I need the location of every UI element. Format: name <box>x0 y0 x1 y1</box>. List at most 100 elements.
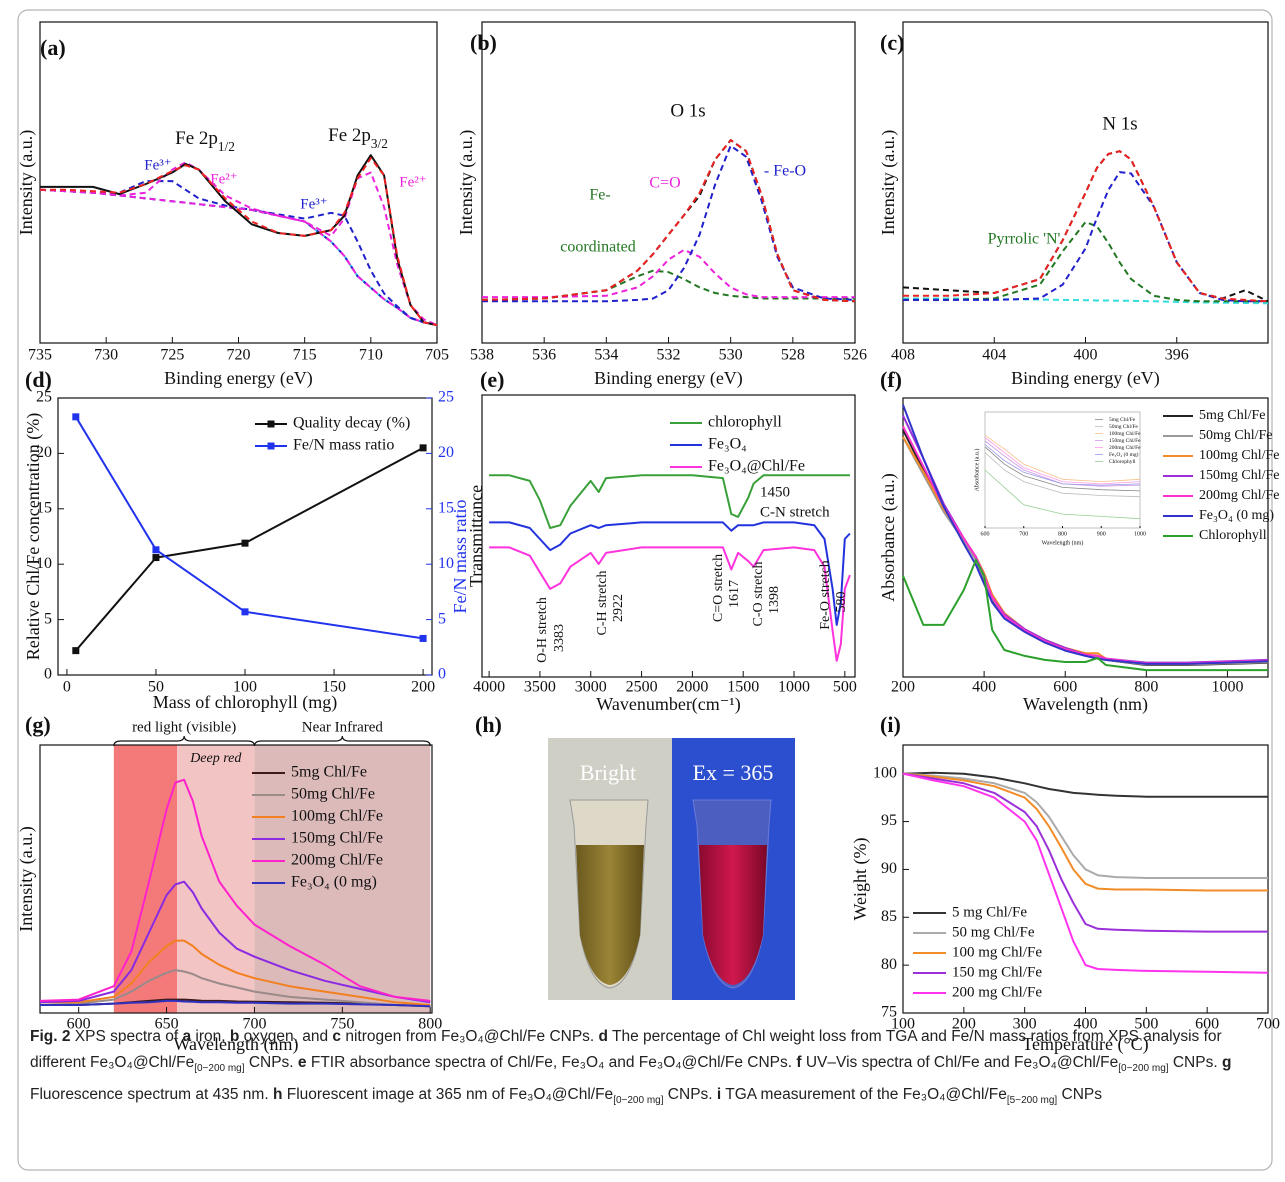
point <box>72 647 80 655</box>
series-line <box>984 446 1141 492</box>
y-axis-label: Intensity (a.u.) <box>878 130 899 235</box>
x-tick-label: 538 <box>470 347 494 364</box>
caption-run: XPS spectra of <box>70 1028 183 1045</box>
y-axis-label: Intensity (a.u.) <box>16 130 37 235</box>
y2-tick-label: 10 <box>438 555 454 572</box>
legend-label: 100mg Chl/Fe <box>291 808 383 825</box>
annotation: Pyrrolic 'N' <box>988 231 1061 248</box>
caption-run: c <box>332 1028 342 1045</box>
y-tick-label: 100 <box>873 764 897 781</box>
series-line <box>984 440 1141 487</box>
series-line <box>984 452 1141 498</box>
band-label: Deep red <box>189 751 242 766</box>
x-tick-label: 0 <box>63 679 71 696</box>
legend-label: chlorophyll <box>708 414 782 431</box>
legend-label: Fe₃O₄ (0 mg) <box>1109 451 1139 458</box>
caption-run: The percentage of Chl weight loss from T… <box>30 1028 1222 1071</box>
x-tick-label: 735 <box>28 347 52 364</box>
caption-run: g <box>1221 1054 1232 1071</box>
x-tick-label: 720 <box>227 347 251 364</box>
annotation: Fe³⁺ <box>300 196 327 212</box>
legend-label: 150mg Chl/Fe <box>1109 438 1141 444</box>
series-line <box>489 521 851 626</box>
series-line <box>902 558 1268 672</box>
legend-label: 5mg Chl/Fe <box>291 764 367 781</box>
series-line <box>984 437 1141 485</box>
series-line <box>489 546 851 662</box>
annotation: 1450 <box>760 484 790 500</box>
x-axis-label: Binding energy (eV) <box>594 368 743 389</box>
legend-label: 200mg Chl/Fe <box>1109 445 1141 451</box>
series-line <box>40 157 438 327</box>
x-tick-label: 600 <box>1053 679 1077 696</box>
series-line <box>984 469 1141 520</box>
x-tick-label: 600 <box>981 531 990 537</box>
caption-run: CNPs. <box>244 1054 298 1071</box>
y2-tick-label: 25 <box>438 389 454 406</box>
x-tick-label: 536 <box>532 347 556 364</box>
x-tick-label: 800 <box>418 1016 442 1033</box>
legend-label: Fe/N mass ratio <box>293 437 394 454</box>
x-tick-label: 800 <box>1058 531 1067 537</box>
y2-axis-label: Fe/N mass ratio <box>450 500 470 614</box>
caption-run: Fig. 2 <box>30 1028 71 1045</box>
x-tick-label: 650 <box>155 1016 179 1033</box>
panel-label: (i) <box>880 712 901 737</box>
annotation: Fe 2p3/2 <box>328 125 388 150</box>
brace-label: red light (visible) <box>132 719 236 735</box>
y-axis-label: Absorbance (a.u.) <box>878 473 899 601</box>
plot-frame <box>39 744 433 1014</box>
x-tick-label: 200 <box>952 1016 976 1033</box>
y2-tick-label: 15 <box>438 499 454 516</box>
annotation: coordinated <box>560 239 636 256</box>
series-line <box>39 969 431 1008</box>
point <box>419 444 427 452</box>
plot-frame <box>481 394 856 678</box>
point <box>419 634 427 642</box>
x-tick-label: 1500 <box>727 679 759 696</box>
legend-label: Chlorophyll <box>1199 528 1267 543</box>
legend-marker <box>267 420 275 428</box>
series-line <box>489 474 850 529</box>
y-tick-label: 5 <box>44 610 52 627</box>
x-tick-label: 750 <box>330 1016 354 1033</box>
series-line <box>74 416 424 640</box>
x-tick-label: 4000 <box>473 679 505 696</box>
series-line <box>902 772 1269 974</box>
panel-label: (d) <box>25 367 52 392</box>
y-axis-label: Intensity (a.u.) <box>16 826 37 931</box>
x-tick-label: 1000 <box>1211 679 1243 696</box>
point <box>241 539 249 547</box>
y-axis-label: Weight (%) <box>850 837 871 920</box>
legend-label: 50mg Chl/Fe <box>291 786 375 803</box>
point <box>152 554 160 562</box>
caption-run: f <box>796 1054 802 1071</box>
y2-tick-label: 20 <box>438 444 454 461</box>
annotation: Fe²⁺ <box>399 174 426 190</box>
panel-label: (g) <box>25 712 51 737</box>
x-tick-label: 3500 <box>524 679 556 696</box>
panel-label: (e) <box>480 367 504 392</box>
x-tick-label: 715 <box>293 347 317 364</box>
figure-frame <box>17 9 1273 1171</box>
y-tick-label: 95 <box>881 812 897 829</box>
x-tick-label: 600 <box>67 1016 91 1033</box>
y-axis-label: Relative Chl/Fe concentration (%) <box>23 413 44 660</box>
brace <box>113 735 256 747</box>
x-tick-label: 50 <box>148 679 164 696</box>
panel-label: (h) <box>475 712 502 737</box>
annotation: 1398 <box>767 586 782 614</box>
series-line <box>902 150 1269 303</box>
panel-label: (b) <box>470 30 497 55</box>
annotation: C-H stretch <box>595 571 610 636</box>
x-tick-label: 528 <box>781 347 805 364</box>
legend-label: 100 mg Chl/Fe <box>952 944 1042 960</box>
x-axis-label: Wavelength (nm) <box>1023 694 1148 715</box>
y-tick-label: 20 <box>36 444 52 461</box>
series-line <box>39 880 431 1004</box>
caption-run: CNPs. <box>663 1086 717 1104</box>
legend-marker <box>267 442 275 450</box>
y-tick-label: 0 <box>44 666 52 683</box>
